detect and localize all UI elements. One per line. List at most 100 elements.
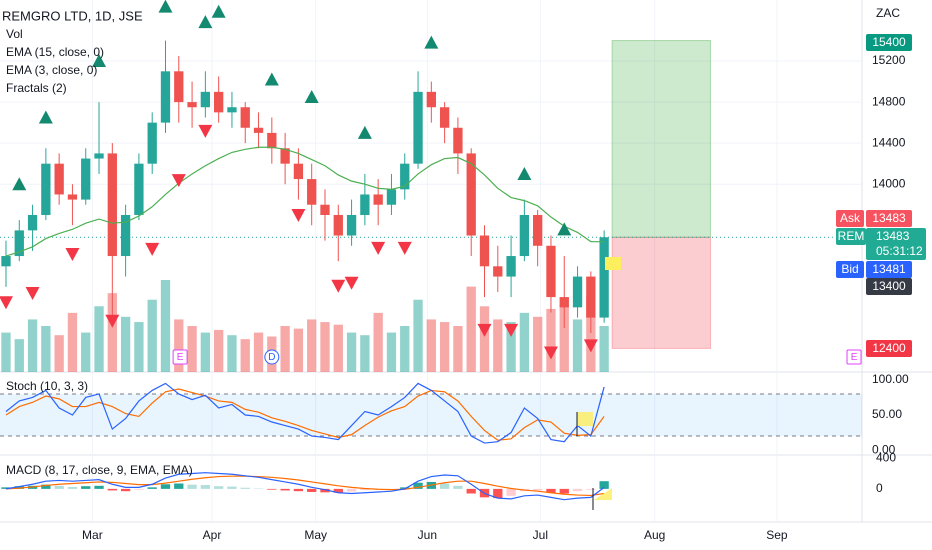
volume-bar (599, 326, 609, 372)
macd-line (5, 472, 605, 501)
fractal-down (198, 124, 213, 138)
ask-name-box (836, 210, 864, 227)
candle-body (187, 102, 197, 108)
volume-bar (200, 332, 211, 372)
volume-bar (400, 326, 410, 372)
macd-bar (346, 488, 357, 492)
macd-bar (572, 488, 583, 492)
volume-bar (81, 332, 91, 372)
marker-value: 13400 (872, 279, 906, 293)
y-tick-label: 400 (876, 450, 896, 464)
macd-bar (187, 484, 197, 489)
volume-bar (253, 332, 264, 372)
macd-bar (493, 488, 503, 499)
volume-bar (572, 319, 583, 372)
annotation-box (577, 412, 593, 426)
volume-bar (160, 280, 171, 372)
macd-bar (160, 484, 171, 489)
fractal-up (517, 166, 532, 180)
ask-box (866, 210, 912, 227)
macd-bar (559, 488, 569, 494)
volume-bar (533, 316, 543, 372)
volume-bar (147, 299, 157, 372)
stop-zone (611, 236, 711, 349)
candle-body (240, 107, 250, 128)
x-tick-label: Jul (533, 528, 548, 542)
macd-bar (94, 485, 104, 489)
volume-bar (559, 303, 569, 372)
macd-bar (134, 488, 144, 490)
volume-bar (320, 322, 330, 372)
macd-bar (400, 487, 410, 489)
stoch-band (0, 393, 862, 437)
fractal-down (291, 208, 306, 222)
candle-body (426, 91, 436, 108)
target-zone (611, 40, 711, 238)
candle-body (253, 127, 264, 133)
fractal-down (344, 276, 359, 290)
volume-bar (346, 332, 357, 372)
fractal-up (357, 125, 372, 139)
volume-bar (386, 332, 397, 372)
volume-bar (466, 286, 476, 372)
y-tick-label: 14400 (872, 135, 906, 149)
fractal-down (543, 346, 558, 360)
event-label: E (851, 352, 858, 363)
macd-bar (267, 488, 277, 490)
candle-body (439, 107, 450, 128)
fractal-up (12, 177, 27, 191)
event-marker (846, 349, 862, 365)
macd-bar (506, 488, 516, 496)
volume-bar (67, 312, 78, 372)
stoch-d-line (5, 388, 605, 441)
macd-bar (466, 488, 476, 494)
candle-body (400, 163, 410, 190)
volume-bar (586, 295, 596, 372)
fractal-up (264, 72, 279, 86)
macd-bar (81, 486, 91, 489)
volume-bar (187, 326, 197, 372)
candle-body (41, 163, 51, 215)
volume-bar (107, 293, 117, 372)
indicator-label: Fractals (2) (6, 81, 67, 95)
candle-body (200, 91, 211, 108)
macd-bar (41, 484, 51, 489)
macd-bar (280, 488, 290, 491)
macd-bar (333, 488, 343, 493)
macd-bar (293, 488, 304, 492)
currency-label: ZAC (876, 6, 900, 20)
ask-value: 13483 (872, 211, 906, 225)
y-tick-label: 14000 (872, 176, 906, 190)
volume-bar (240, 339, 250, 372)
volume-bar (493, 319, 503, 372)
macd-bar (307, 488, 317, 492)
candle-body (1, 256, 11, 267)
bid-name: Bid (841, 262, 858, 276)
fractal-up (158, 0, 173, 13)
ask-name: Ask (840, 211, 861, 225)
macd-bar (107, 488, 117, 491)
volume-bar (27, 319, 38, 372)
candle-body (599, 237, 609, 318)
macd-bar (147, 487, 157, 489)
volume-bar (14, 339, 24, 372)
fractal-up (557, 222, 572, 236)
target-box (866, 34, 912, 51)
candle-body (519, 214, 530, 257)
candle-body (320, 204, 330, 215)
x-tick-label: Aug (644, 528, 665, 542)
volume-bar (174, 319, 184, 372)
fractal-up (304, 89, 319, 103)
event-marker (172, 349, 188, 365)
candle-body (479, 235, 490, 267)
macd-bar (413, 482, 423, 489)
candle-body (466, 153, 476, 236)
volume-bar (546, 308, 556, 372)
y-tick-label: 100.00 (872, 372, 909, 386)
countdown: 05:31:12 (876, 244, 923, 258)
fractal-down (331, 279, 346, 293)
candle-body (227, 107, 237, 113)
macd-bar (599, 481, 609, 489)
indicator-label: EMA (15, close, 0) (6, 45, 104, 59)
